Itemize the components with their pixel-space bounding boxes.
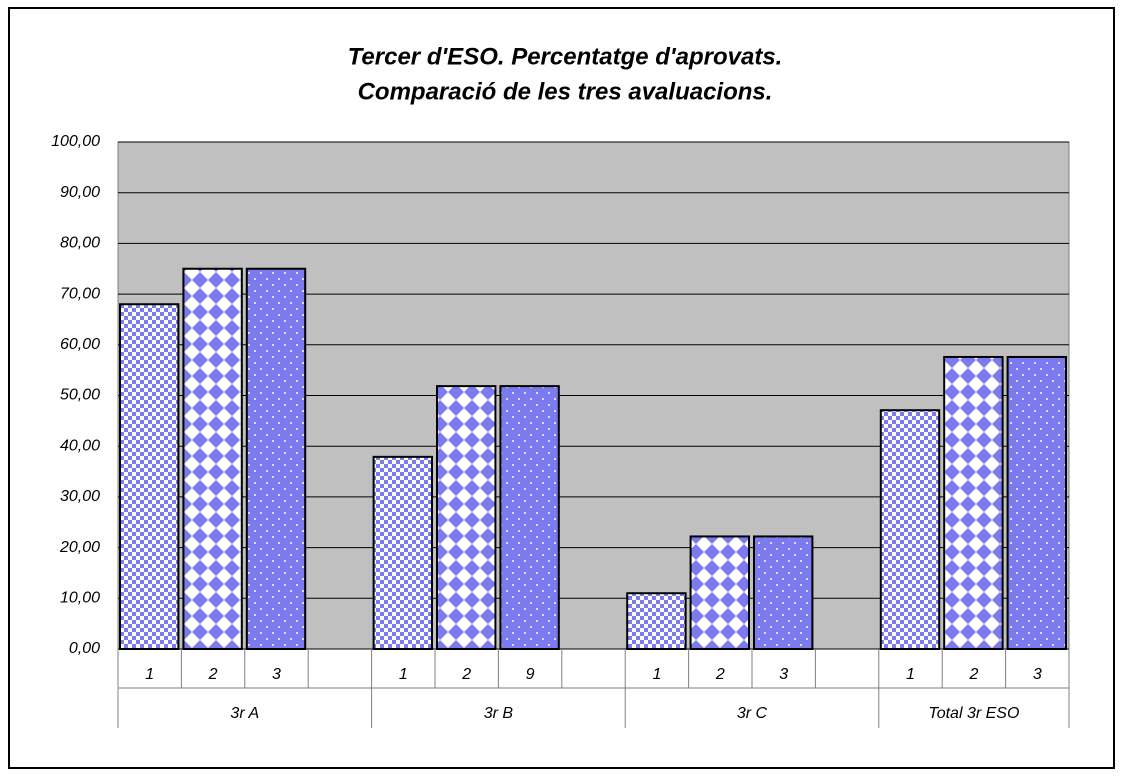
bar [626,592,687,650]
y-tick-label: 70,00 [60,285,100,302]
bar [879,409,941,650]
y-tick-label: 100,00 [51,133,100,150]
y-tick-label: 50,00 [60,387,100,404]
y-tick-label: 40,00 [60,437,100,454]
x-tick-label: 1 [145,666,154,683]
x-tick-label: 2 [715,666,725,683]
x-tick-label: 1 [652,666,661,683]
bar [943,355,1004,650]
group-label: 3r A [230,705,259,722]
chart-title: Tercer d'ESO. Percentatge d'aprovats. [348,43,783,70]
chart-title: Comparació de les tres avaluacions. [358,78,773,105]
bar [372,455,434,650]
y-tick-label: 30,00 [60,488,100,505]
y-tick-label: 80,00 [60,235,100,252]
bar [499,385,560,650]
bar [689,535,750,650]
group-label: 3r C [737,705,768,722]
y-tick-label: 20,00 [59,539,100,556]
x-tick-label: 3 [1033,666,1042,683]
x-tick-label: 2 [208,666,218,683]
y-tick-label: 10,00 [60,590,100,607]
group-label: 3r B [484,705,514,722]
bar [182,267,243,650]
y-tick-label: 0,00 [69,640,100,657]
group-label: Total 3r ESO [928,705,1019,722]
y-tick-label: 90,00 [60,184,100,201]
x-tick-label: 3 [779,666,788,683]
x-tick-label: 2 [968,666,978,683]
x-tick-label: 3 [272,666,281,683]
x-tick-label: 1 [399,666,408,683]
bar [753,535,814,650]
bar [119,303,180,650]
x-tick-label: 2 [461,666,471,683]
x-tick-label: 9 [526,666,535,683]
y-tick-label: 60,00 [60,336,100,353]
bar [245,267,307,650]
bar [1006,355,1067,650]
bar [436,385,497,650]
x-tick-label: 1 [906,666,915,683]
